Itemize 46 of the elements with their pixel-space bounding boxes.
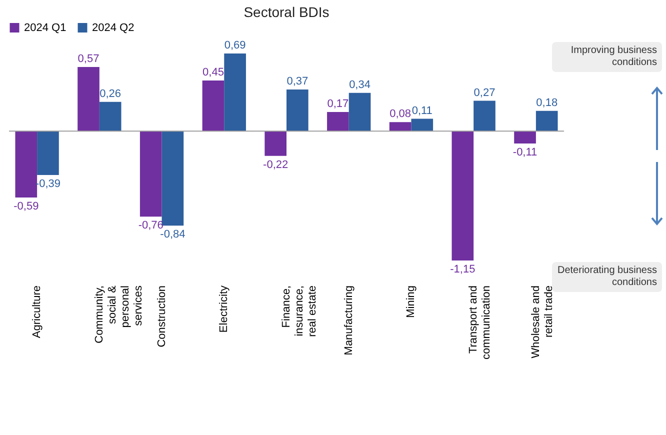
bar	[474, 100, 496, 132]
bar	[162, 131, 184, 226]
bar	[99, 102, 122, 132]
x-tick-label: Finance, insurance, real estate	[280, 286, 318, 337]
data-label: 0,17	[327, 98, 349, 110]
x-tick-label: Construction	[156, 286, 168, 348]
data-label: -1,15	[450, 263, 476, 276]
text: Deteriorating business conditions	[558, 265, 657, 288]
legend-label: 2024 Q2	[92, 22, 134, 34]
x-tick-label: Manufacturing	[342, 286, 355, 356]
bar	[202, 80, 224, 132]
data-label: 0,26	[100, 88, 122, 100]
data-label: 0,69	[224, 40, 246, 52]
text: Improving business conditions	[552, 42, 662, 72]
chart-title: Sectoral BDIs	[244, 4, 330, 20]
data-label: 0,11	[412, 104, 432, 117]
bar	[452, 131, 474, 260]
bar	[411, 118, 434, 132]
data-label: 0,34	[349, 78, 370, 91]
bar	[37, 131, 59, 175]
bar	[348, 92, 371, 132]
data-label: -0,59	[14, 200, 39, 212]
x-tick-label: Mining	[405, 286, 418, 318]
data-label: 0,18	[536, 96, 558, 109]
bar	[286, 90, 308, 132]
data-label: 0,08	[390, 108, 412, 120]
legend-label: 2024 Q1	[24, 22, 66, 34]
data-label: -0,11	[512, 146, 538, 159]
x-tick-label: Agriculture	[31, 286, 44, 338]
data-label: 0,57	[78, 53, 100, 66]
x-tick-label: Transport and communication	[468, 286, 493, 360]
data-label: 0,37	[286, 76, 308, 88]
data-label: 0,45	[202, 66, 224, 79]
bar	[224, 54, 246, 132]
bar	[514, 131, 536, 144]
bar	[264, 131, 286, 156]
bar	[15, 131, 38, 198]
x-tick-label: Community, social & personal services	[93, 284, 144, 344]
bar	[140, 131, 162, 217]
data-label: -0,22	[263, 158, 288, 171]
bar	[536, 110, 558, 132]
bar	[327, 112, 349, 132]
bar	[78, 67, 100, 132]
data-label: 0,27	[474, 86, 496, 99]
x-tick-label: Electricity	[218, 285, 230, 333]
bar	[389, 122, 412, 132]
